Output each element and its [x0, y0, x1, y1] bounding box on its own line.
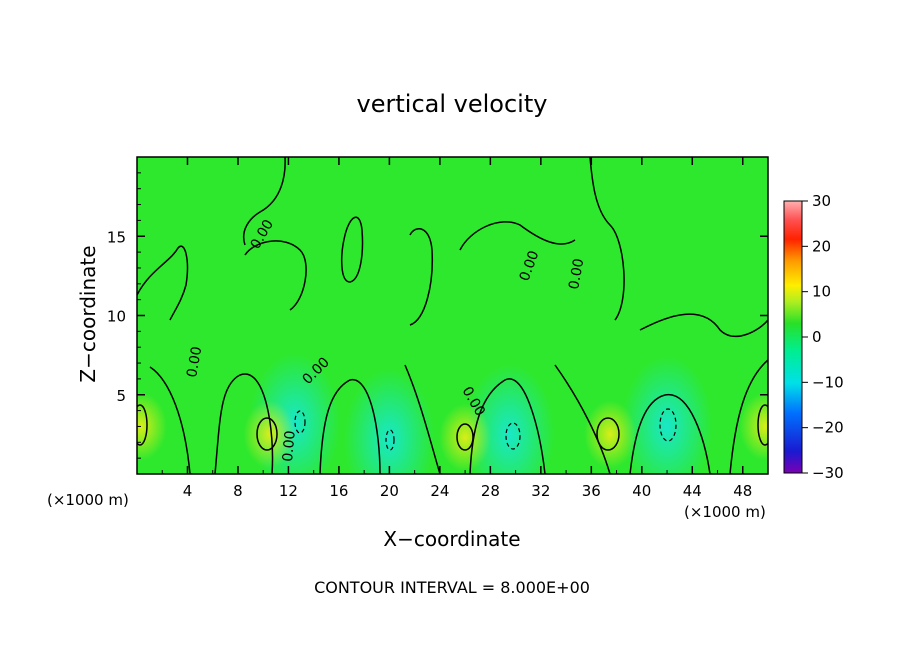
x-tick-label: 8	[233, 482, 243, 500]
updraft-shading	[243, 400, 296, 469]
colorbar-tick-label: 20	[812, 237, 831, 255]
x-tick-label: 32	[531, 482, 550, 500]
contour-label: 0.00	[184, 345, 205, 378]
contour-line	[244, 240, 307, 311]
x-tick-label: 28	[481, 482, 500, 500]
x-unit-label-right: (×1000 m)	[684, 503, 766, 521]
x-axis: 4 8 12 16 20 24 28 32 36 40 44 48	[161, 157, 752, 500]
colorbar-tick-label: −20	[812, 419, 844, 437]
field-shading	[137, 353, 768, 474]
contour-line	[137, 245, 189, 321]
x-tick-label: 44	[683, 482, 702, 500]
y-tick-label: 10	[107, 308, 126, 326]
contour-label: 0.00	[280, 430, 299, 462]
contours	[137, 157, 768, 474]
downdraft-shading	[344, 369, 435, 474]
colorbar-tick-label: −10	[812, 373, 844, 391]
contour-line	[729, 359, 768, 474]
contour-line	[554, 364, 611, 474]
x-unit-label: (×1000 m)	[47, 491, 129, 509]
contour-interval-note: CONTOUR INTERVAL = 8.000E+00	[314, 578, 590, 597]
updraft-contour	[137, 404, 148, 446]
contour-line	[149, 366, 191, 474]
contour-line	[340, 216, 364, 283]
x-tick-label: 4	[183, 482, 193, 500]
downdraft-contour	[505, 422, 521, 450]
downdraft-contour	[385, 429, 395, 451]
contour-line	[243, 157, 286, 246]
x-tick-label: 48	[733, 482, 752, 500]
y-tick-label: 5	[116, 387, 126, 405]
colorbar: 30 20 10 0 −10 −20 −30	[783, 192, 844, 482]
contour-line	[319, 379, 381, 474]
contour-line	[404, 364, 441, 474]
contour-label: 0.00	[566, 257, 587, 290]
x-tick-label: 36	[582, 482, 601, 500]
plot-area: 0.00 0.00 0.00 0.00 0.00 0.00 0.00	[137, 157, 768, 474]
updraft-contour	[256, 417, 278, 451]
x-tick-label: 16	[329, 482, 348, 500]
updraft-contour	[757, 404, 768, 446]
updraft-shading	[439, 403, 492, 472]
y-tick-label: 15	[107, 228, 126, 246]
y-axis: 5 10 15	[107, 172, 768, 459]
contour-line	[589, 157, 625, 321]
x-tick-label: 20	[380, 482, 399, 500]
updraft-contour	[596, 417, 620, 451]
contour-line	[409, 228, 434, 326]
contour-line	[459, 221, 576, 251]
colorbar-tick-label: −30	[812, 464, 844, 482]
x-tick-label: 40	[632, 482, 651, 500]
downdraft-contour	[294, 410, 306, 434]
colorbar-gradient	[783, 200, 803, 474]
contour-line	[214, 373, 274, 474]
negative-contours	[294, 408, 677, 451]
contour-line	[469, 378, 546, 474]
contour-line	[639, 313, 768, 337]
y-axis-label: Z−coordinate	[76, 245, 100, 382]
x-tick-label: 12	[279, 482, 298, 500]
updraft-contour	[456, 423, 474, 451]
x-tick-label: 24	[430, 482, 449, 500]
downdraft-shading	[622, 356, 713, 474]
colorbar-tick-label: 30	[812, 192, 831, 210]
x-axis-label: X−coordinate	[383, 527, 520, 551]
chart-title: vertical velocity	[357, 90, 548, 118]
updraft-shading	[584, 400, 637, 469]
colorbar-ticks: 30 20 10 0 −10 −20 −30	[802, 192, 844, 482]
contour-line	[629, 394, 711, 474]
colorbar-tick-label: 10	[812, 283, 831, 301]
downdraft-contour	[659, 408, 677, 442]
colorbar-tick-label: 0	[812, 328, 822, 346]
